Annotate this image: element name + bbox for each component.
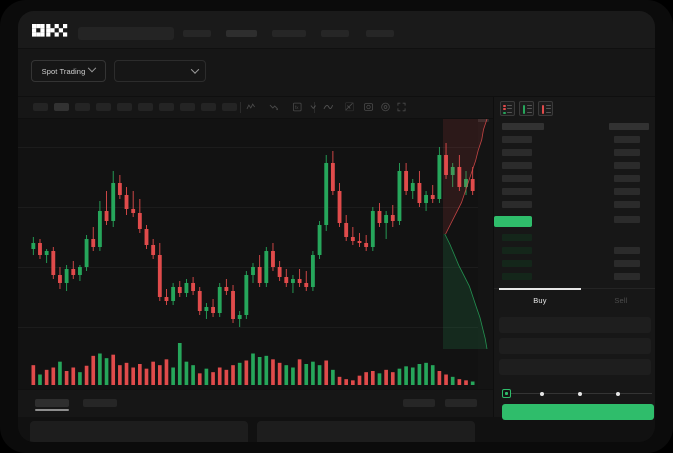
- ask-row[interactable]: [502, 162, 532, 169]
- top-nav-bar: [18, 11, 655, 49]
- bid-row[interactable]: [502, 247, 532, 254]
- ask-qty: [614, 201, 640, 208]
- orderbook-header-right: [609, 123, 649, 130]
- search-input[interactable]: [78, 27, 174, 40]
- bottom-panels: [18, 417, 655, 442]
- ask-qty: [614, 149, 640, 156]
- slider-stop[interactable]: [540, 391, 544, 396]
- bottom-action-1[interactable]: [445, 399, 477, 407]
- orderbook-panel: Buy Sell: [493, 97, 655, 420]
- price-chart[interactable]: [18, 119, 488, 389]
- tab-buy[interactable]: Buy: [533, 296, 547, 305]
- slider-handle[interactable]: [502, 389, 511, 398]
- timeframe-button-8[interactable]: [201, 103, 216, 111]
- timeframe-button-4[interactable]: [117, 103, 132, 111]
- svg-text:fx: fx: [295, 105, 299, 111]
- ask-qty: [614, 162, 640, 169]
- toolbar-separator: [240, 102, 241, 113]
- nav-item-1[interactable]: [226, 30, 257, 37]
- timeframe-button-2[interactable]: [75, 103, 90, 111]
- nav-item-0[interactable]: [183, 30, 211, 37]
- bottom-panel-0[interactable]: [30, 421, 248, 442]
- order-total-field[interactable]: [499, 359, 651, 375]
- order-price-field[interactable]: [499, 317, 651, 333]
- orderbook-rows[interactable]: [494, 121, 655, 286]
- volume-series: [31, 343, 475, 385]
- camera-icon[interactable]: [363, 101, 374, 113]
- instrument-bar: Spot Trading: [18, 49, 655, 123]
- timeframe-button-7[interactable]: [180, 103, 195, 111]
- bottom-tab-0[interactable]: [35, 399, 69, 407]
- indicator-icon[interactable]: fx: [292, 101, 303, 113]
- bid-row[interactable]: [502, 273, 532, 280]
- trendline-icon[interactable]: [323, 101, 334, 113]
- candlestick-series: [31, 143, 475, 327]
- chevron-down-icon: [190, 65, 200, 74]
- line-chart-icon[interactable]: [246, 101, 257, 113]
- ask-row[interactable]: [502, 201, 532, 208]
- app-screen: Spot Trading fx: [18, 11, 655, 442]
- ask-qty: [614, 175, 640, 182]
- spread-qty: [614, 216, 640, 223]
- timeframe-button-6[interactable]: [159, 103, 174, 111]
- chevron-down-icon[interactable]: [308, 101, 319, 113]
- market-type-select[interactable]: Spot Trading: [31, 60, 106, 82]
- ask-row[interactable]: [502, 136, 532, 143]
- bid-qty: [614, 260, 640, 267]
- gridline: [18, 207, 478, 208]
- bottom-panel-1[interactable]: [257, 421, 475, 442]
- nav-item-3[interactable]: [321, 30, 349, 37]
- okx-logo[interactable]: [32, 24, 70, 37]
- timeframe-button-9[interactable]: [222, 103, 237, 111]
- timeframe-button-1[interactable]: [54, 103, 69, 111]
- buy-submit-button[interactable]: [502, 404, 654, 420]
- measure-icon[interactable]: [344, 101, 355, 113]
- timeframe-button-3[interactable]: [96, 103, 111, 111]
- gridline: [18, 327, 478, 328]
- trade-side-tabs: Buy Sell: [494, 288, 655, 312]
- slider-stop[interactable]: [616, 391, 620, 396]
- candlestick-icon[interactable]: [269, 101, 280, 113]
- buy-tab-underline: [499, 288, 581, 290]
- ask-row[interactable]: [502, 175, 532, 182]
- ask-qty: [614, 136, 640, 143]
- tab-sell[interactable]: Sell: [614, 296, 628, 305]
- gridline: [18, 267, 478, 268]
- orderbook-mode-both-icon[interactable]: [500, 101, 515, 116]
- bid-qty: [614, 247, 640, 254]
- ask-row[interactable]: [502, 149, 532, 156]
- bid-row[interactable]: [502, 234, 532, 241]
- timeframe-button-5[interactable]: [138, 103, 153, 111]
- ask-qty: [614, 188, 640, 195]
- slider-stop[interactable]: [578, 391, 582, 396]
- market-type-label: Spot Trading: [41, 66, 86, 76]
- spread-price-row: [494, 216, 532, 227]
- active-tab-underline: [35, 409, 69, 411]
- timeframe-button-0[interactable]: [33, 103, 48, 111]
- orderbook-header-left: [502, 123, 544, 130]
- bid-qty: [614, 273, 640, 280]
- bottom-tab-1[interactable]: [83, 399, 117, 407]
- bottom-action-0[interactable]: [403, 399, 435, 407]
- ask-row[interactable]: [502, 188, 532, 195]
- fullscreen-icon[interactable]: [396, 101, 407, 113]
- orderbook-mode-asks-icon[interactable]: [538, 101, 553, 116]
- bid-row[interactable]: [502, 260, 532, 267]
- orders-tab-bar: [18, 389, 493, 417]
- amount-slider[interactable]: [502, 389, 652, 398]
- orderbook-mode-group: [500, 101, 553, 117]
- pair-select[interactable]: [114, 60, 206, 82]
- nav-item-2[interactable]: [272, 30, 306, 37]
- order-amount-field[interactable]: [499, 338, 651, 354]
- settings-icon[interactable]: [380, 101, 391, 113]
- chevron-down-icon: [88, 63, 97, 73]
- nav-item-4[interactable]: [366, 30, 394, 37]
- orderbook-mode-bids-icon[interactable]: [519, 101, 534, 116]
- toolbar-separator: [314, 102, 315, 113]
- gridline: [18, 147, 478, 148]
